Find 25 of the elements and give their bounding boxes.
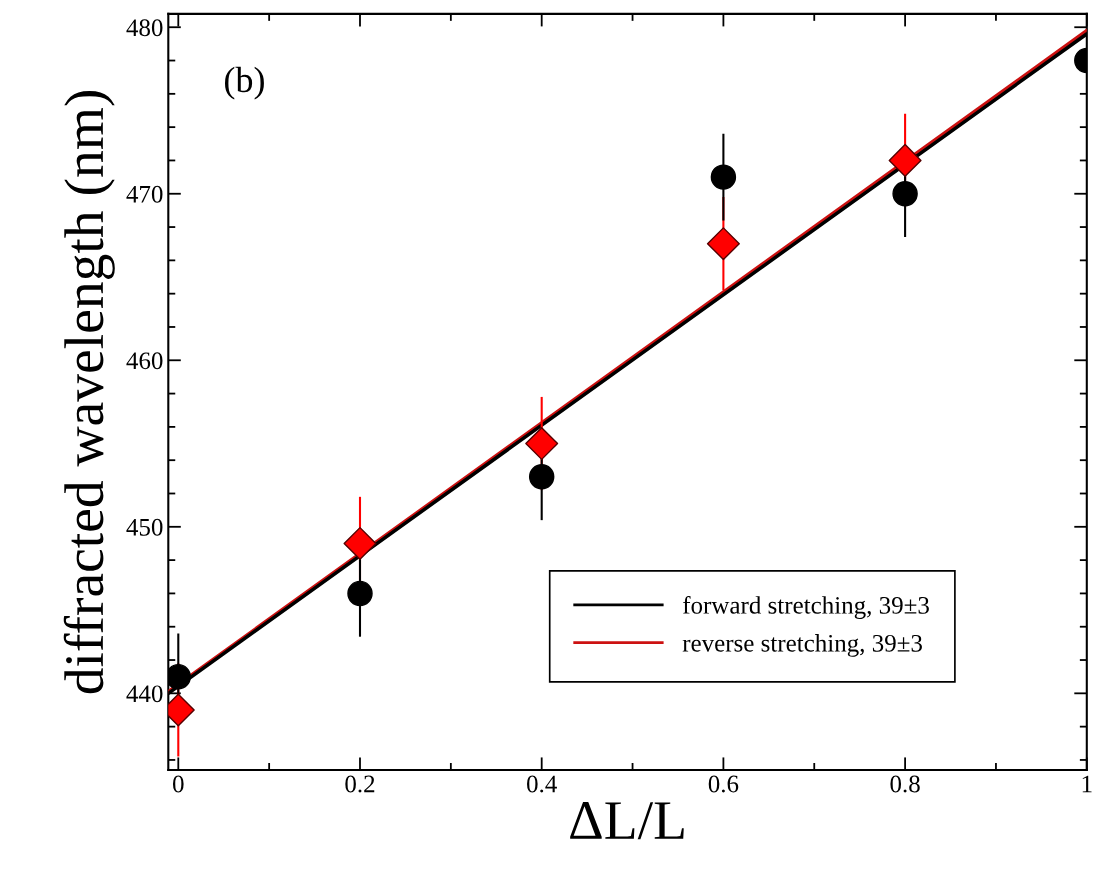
x-axis-title: ΔL/L	[570, 802, 684, 840]
x-tick-label: 0.6	[708, 775, 739, 793]
y-tick-label: 440	[126, 685, 163, 703]
point	[892, 181, 918, 207]
point	[710, 164, 737, 190]
point	[706, 227, 740, 261]
x-tick-label: 0.2	[345, 775, 375, 793]
legend-label: reverse stretching, 39±3	[682, 634, 922, 657]
point	[168, 663, 192, 690]
x-tick-label: 0.4	[527, 775, 557, 793]
point	[528, 464, 555, 490]
y-tick-label: 450	[126, 518, 163, 536]
y-tick-label: 470	[126, 185, 163, 203]
point	[343, 526, 377, 560]
point	[525, 427, 559, 461]
point	[347, 580, 373, 607]
legend-label: forward stretching, 39±3	[682, 595, 929, 619]
y-tick-label: 480	[126, 19, 163, 37]
x-tick-label: 0.8	[890, 775, 920, 793]
y-tick-label: 460	[126, 352, 163, 370]
y-axis-title: diffracted wavelength (nm)	[63, 90, 115, 694]
x-tick-label: 1	[1082, 775, 1092, 793]
x-tick-label: 0	[173, 775, 184, 793]
point	[888, 143, 922, 177]
annotation: (b)	[225, 66, 264, 100]
